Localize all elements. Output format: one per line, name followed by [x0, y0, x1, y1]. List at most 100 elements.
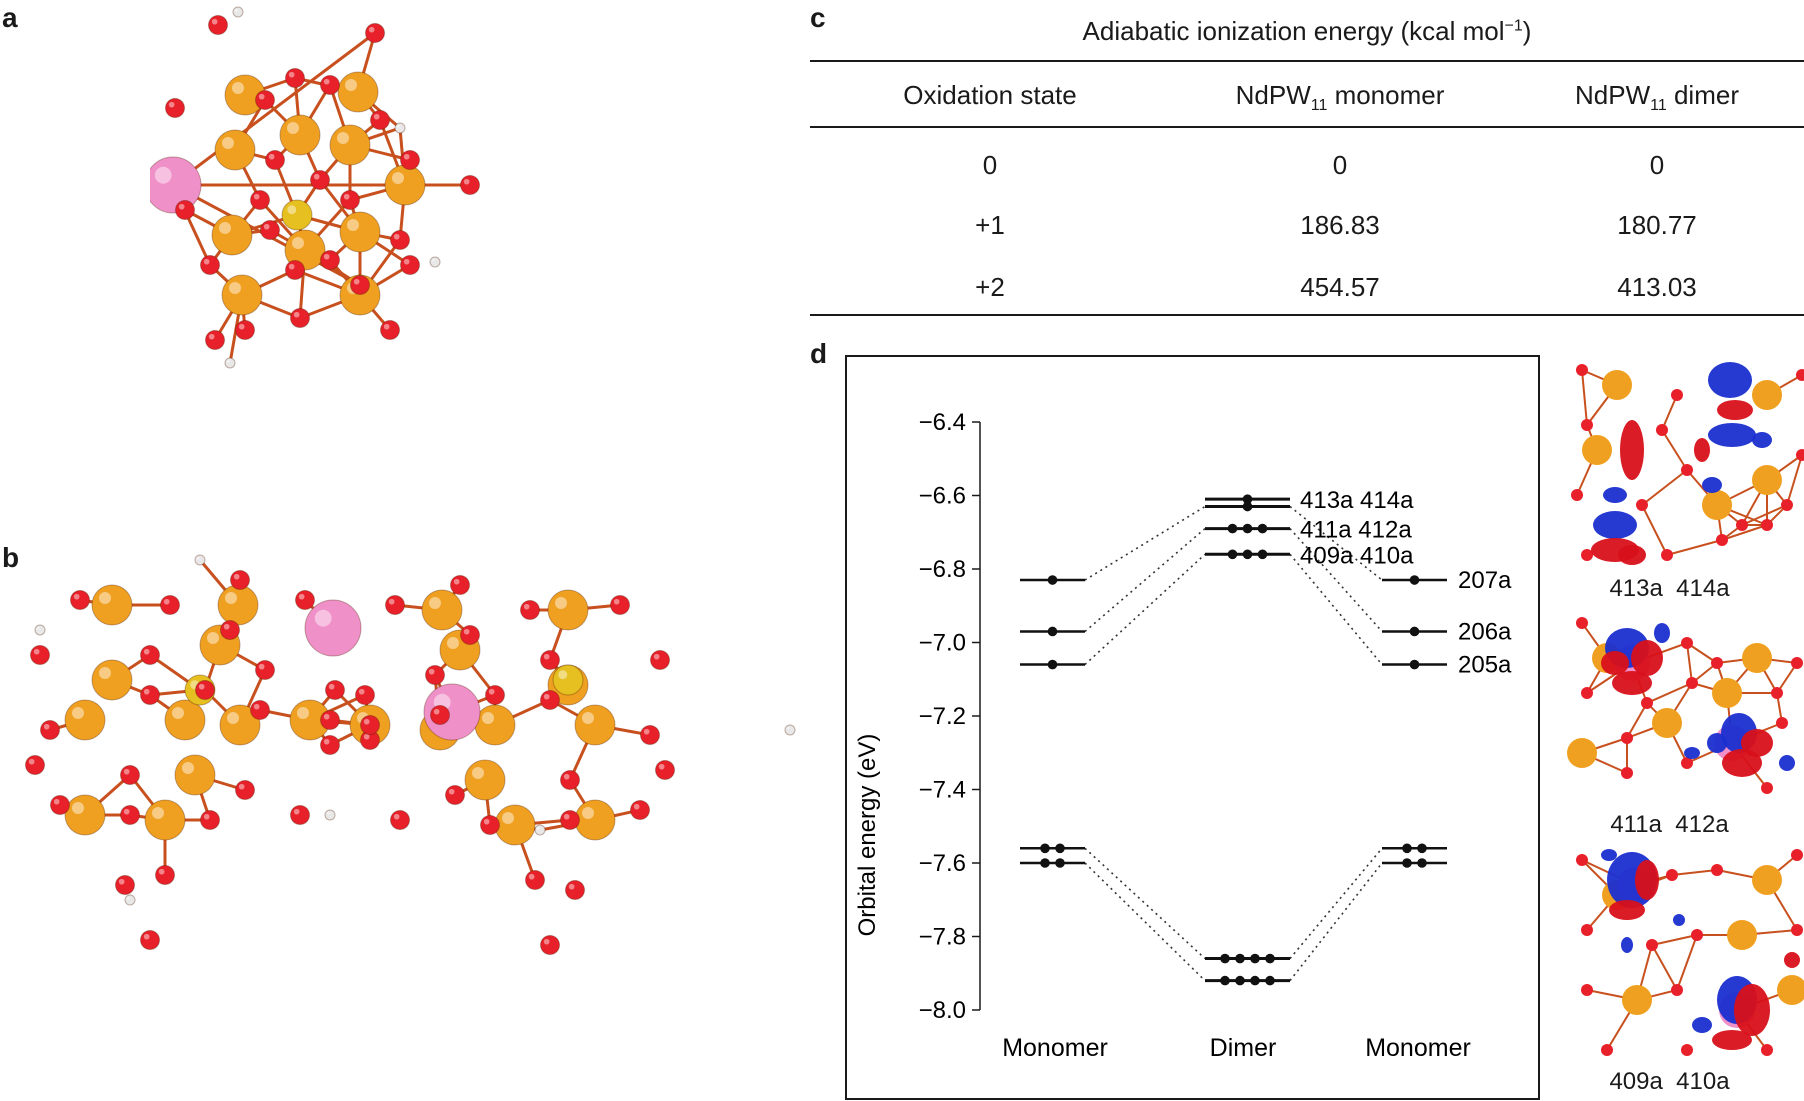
bond — [1666, 539, 1723, 556]
electron-dot — [1402, 858, 1412, 868]
oxygen-atom — [560, 810, 580, 830]
oxygen-atom — [310, 170, 330, 190]
oxygen-atom — [208, 15, 228, 35]
tungsten-atom — [1567, 738, 1597, 768]
header-monomer: NdPW11 monomer — [1235, 80, 1445, 115]
bond — [1646, 682, 1693, 704]
atom-highlight — [253, 193, 260, 200]
oxygen-atom — [1796, 369, 1804, 381]
oxygen-atom — [365, 23, 385, 43]
oxygen-atom — [630, 800, 650, 820]
hydrogen-atom — [784, 724, 796, 736]
oxygen-atom — [445, 785, 465, 805]
table-cell-dimer: 0 — [1649, 150, 1665, 180]
atom-highlight — [178, 203, 185, 210]
atom-highlight — [555, 597, 567, 609]
electron-dot — [1409, 575, 1420, 585]
oxygen-atom — [325, 680, 345, 700]
oxygen-atom — [235, 320, 255, 340]
atom-highlight — [633, 803, 640, 810]
orbital-caption: 413a 414a — [1609, 575, 1730, 602]
electron-dot — [1409, 659, 1420, 670]
atom-highlight — [396, 124, 400, 128]
electron-dot — [1055, 843, 1065, 854]
atom-highlight — [99, 592, 111, 604]
energy-levels — [1020, 494, 1447, 986]
atom-highlight — [196, 556, 200, 560]
atom-highlight — [292, 237, 304, 249]
oxygen-atom — [1681, 1044, 1693, 1056]
atom-highlight — [123, 808, 130, 815]
atom-highlight — [323, 253, 330, 260]
atom-highlight — [373, 113, 380, 120]
atom-highlight — [118, 878, 125, 885]
orbital-lobe-blue — [1601, 849, 1617, 861]
atom-highlight — [353, 278, 360, 285]
atom-highlight — [219, 222, 231, 234]
orbital-lobe-red — [1694, 438, 1710, 462]
tungsten-atom — [421, 589, 463, 631]
oxygen-atom — [460, 625, 480, 645]
atom-highlight — [288, 71, 295, 78]
oxygen-atom — [200, 255, 220, 275]
hydrogen-atom — [394, 122, 406, 134]
atom-highlight — [448, 788, 455, 795]
oxygen-atom — [285, 260, 305, 280]
electron-dot — [1257, 549, 1268, 560]
orbital-caption: 409a 410a — [1609, 1068, 1730, 1095]
atom-highlight — [238, 783, 245, 790]
atom-highlight — [154, 166, 172, 184]
oxygen-atom — [235, 780, 255, 800]
atom-highlight — [198, 683, 205, 690]
oxygen-atom — [1796, 449, 1804, 461]
orbital-energy-diagram: −6.4 −6.6 −6.8 −7.0 −7.2 −7.4 −7.6 −7.8 −8.0 207… — [845, 355, 1540, 1100]
atom-highlight — [323, 738, 330, 745]
oxygen-atom — [385, 595, 405, 615]
oxygen-atom — [430, 705, 450, 725]
oxygen-atom — [30, 645, 50, 665]
electron-dot — [1242, 549, 1253, 560]
connector-line — [1289, 505, 1383, 581]
oxygen-atom — [1691, 929, 1703, 941]
table-header-rule — [810, 126, 1804, 128]
atom-highlight — [297, 707, 309, 719]
electron-dot — [1220, 953, 1230, 964]
atom-highlight — [126, 896, 130, 900]
oxygen-atom — [350, 275, 370, 295]
oxygen-atom — [540, 690, 560, 710]
y-axis: −6.4 −6.6 −6.8 −7.0 −7.2 −7.4 −7.6 −7.8 −8.0 — [919, 409, 981, 1024]
atom-highlight — [73, 593, 80, 600]
tungsten-atom — [221, 274, 263, 316]
orbital-lobe-red — [1618, 545, 1646, 565]
tungsten-atom — [1712, 678, 1742, 708]
oxygen-atom — [285, 68, 305, 88]
oxygen-atom — [1661, 549, 1673, 561]
oxygen-atom — [1681, 757, 1693, 769]
atom-highlight — [72, 802, 84, 814]
tungsten-atom — [1727, 920, 1757, 950]
atom-highlight — [363, 718, 370, 725]
oxygen-atom — [155, 865, 175, 885]
y-tick-label: −7.2 — [919, 703, 966, 730]
atom-highlight — [203, 813, 210, 820]
atom-highlight — [433, 708, 440, 715]
atom-highlight — [288, 263, 295, 270]
bond — [1661, 429, 1688, 471]
table-cell-state: +2 — [975, 272, 1005, 302]
atom-highlight — [431, 258, 435, 262]
phosphorus-atom — [281, 199, 313, 231]
atom-highlight — [229, 282, 241, 294]
orbital-lobe-blue — [1702, 477, 1722, 493]
oxygen-atom — [1656, 424, 1668, 436]
oxygen-atom — [320, 710, 340, 730]
oxygen-atom — [320, 75, 340, 95]
bond — [1661, 394, 1678, 431]
connector-line — [1084, 553, 1206, 666]
oxygen-atom — [1576, 617, 1588, 629]
oxygen-atom — [120, 805, 140, 825]
tungsten-atom — [547, 589, 589, 631]
atom-highlight — [582, 712, 594, 724]
oxygen-atom — [250, 700, 270, 720]
table-cell-dimer: 180.77 — [1617, 210, 1697, 240]
